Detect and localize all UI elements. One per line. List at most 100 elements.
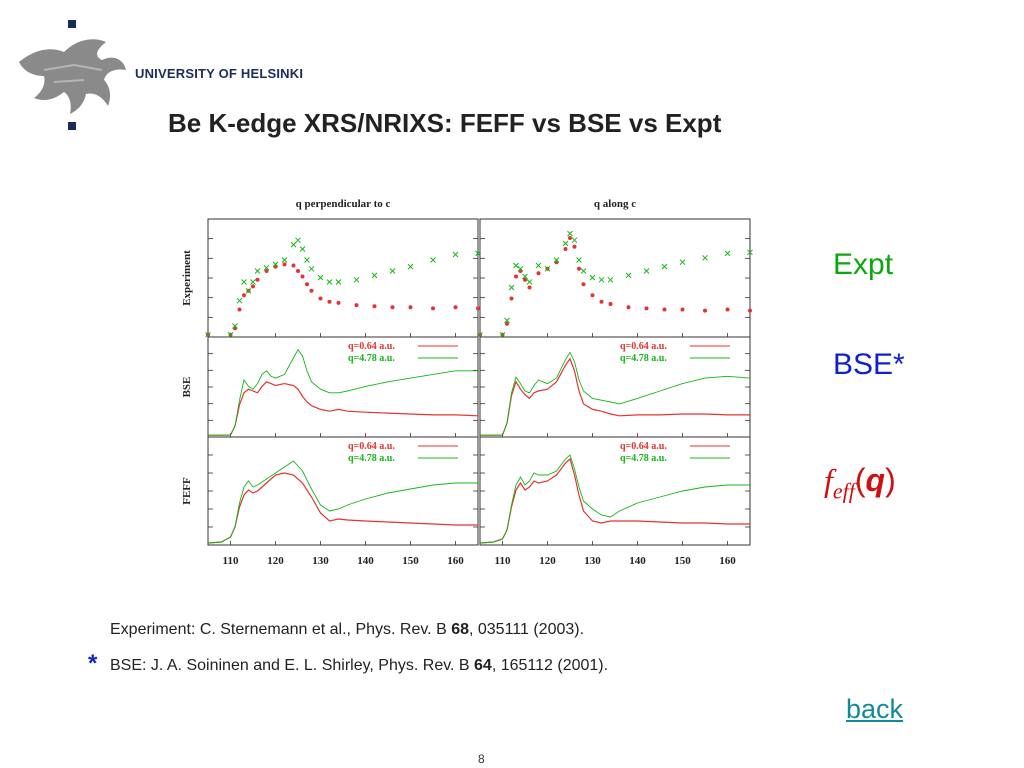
panel-frame bbox=[207, 218, 479, 338]
series-line bbox=[207, 472, 478, 544]
ref1-volume: 68 bbox=[451, 621, 469, 638]
data-point bbox=[236, 297, 243, 304]
column-title: q perpendicular to c bbox=[296, 198, 391, 210]
legend-label: q=0.64 a.u. bbox=[348, 341, 395, 352]
feff-label: feff(q) bbox=[824, 462, 896, 504]
x-tick-label: 160 bbox=[719, 555, 736, 567]
ref2-prefix: BSE: J. A. Soininen and E. L. Shirley, P… bbox=[110, 657, 475, 674]
data-point bbox=[281, 257, 288, 263]
data-point bbox=[309, 288, 314, 293]
ref1-suffix: , 035111 (2003). bbox=[468, 621, 585, 638]
legend-label: q=4.78 a.u. bbox=[620, 453, 667, 464]
data-point bbox=[680, 307, 685, 312]
x-tick-label: 120 bbox=[539, 555, 556, 567]
series-line bbox=[208, 381, 479, 436]
feff-paren-close: ) bbox=[885, 462, 896, 498]
data-point bbox=[232, 323, 238, 329]
series-line bbox=[479, 457, 750, 544]
reference-bse: BSE: J. A. Soininen and E. L. Shirley, P… bbox=[110, 657, 608, 675]
data-point bbox=[317, 274, 324, 281]
data-point bbox=[535, 262, 542, 269]
x-tick-label: 150 bbox=[402, 555, 419, 567]
data-point bbox=[227, 331, 234, 338]
series-line bbox=[208, 348, 478, 436]
data-point bbox=[563, 247, 568, 251]
data-point bbox=[607, 276, 614, 283]
data-point bbox=[508, 284, 515, 291]
legend-label: q=0.64 a.u. bbox=[348, 441, 395, 452]
x-tick-label: 160 bbox=[447, 555, 464, 567]
data-point bbox=[625, 272, 632, 279]
x-tick-label: 110 bbox=[495, 555, 511, 567]
data-point bbox=[517, 265, 524, 272]
data-point bbox=[476, 306, 480, 311]
reference-star: * bbox=[88, 650, 98, 677]
data-point bbox=[505, 321, 509, 326]
x-tick-label: 130 bbox=[584, 555, 601, 567]
data-point bbox=[643, 268, 650, 274]
data-point bbox=[250, 279, 256, 285]
column-title: q along c bbox=[594, 198, 636, 210]
data-point bbox=[241, 279, 247, 285]
data-point bbox=[499, 331, 506, 338]
data-point bbox=[702, 254, 708, 261]
data-point bbox=[703, 308, 707, 313]
data-point bbox=[580, 268, 587, 274]
feff-paren-open: ( bbox=[854, 462, 866, 498]
data-point bbox=[576, 257, 582, 263]
panel-frame bbox=[479, 336, 751, 438]
spectra-figure: q perpendicular to c q along c Experiment B… bbox=[176, 187, 760, 585]
data-point bbox=[724, 250, 731, 257]
data-point bbox=[452, 251, 459, 258]
ref1-prefix: Experiment: C. Sternemann et al., Phys. … bbox=[110, 621, 452, 638]
back-link[interactable]: back bbox=[846, 694, 904, 724]
x-tick-label: 150 bbox=[674, 555, 691, 567]
data-point bbox=[353, 276, 360, 283]
data-point bbox=[390, 305, 395, 310]
data-point bbox=[326, 279, 333, 285]
data-point bbox=[336, 300, 341, 305]
data-point bbox=[568, 236, 572, 240]
data-point bbox=[590, 293, 595, 298]
data-point bbox=[205, 331, 211, 338]
ref2-volume: 64 bbox=[474, 657, 492, 674]
x-tick-label: 140 bbox=[629, 555, 646, 567]
data-point bbox=[295, 237, 301, 244]
data-point bbox=[304, 257, 310, 263]
data-point bbox=[577, 266, 581, 271]
series-line bbox=[480, 357, 750, 436]
institution-name: UNIVERSITY OF HELSINKI bbox=[135, 66, 304, 81]
series-line bbox=[480, 351, 751, 436]
legend-label: q=4.78 a.u. bbox=[348, 453, 395, 464]
data-point bbox=[335, 279, 342, 285]
data-point bbox=[408, 305, 413, 310]
data-point bbox=[371, 272, 378, 279]
x-tick-label: 110 bbox=[223, 555, 239, 567]
data-point bbox=[661, 263, 668, 270]
data-point bbox=[522, 273, 528, 280]
data-point bbox=[475, 250, 481, 257]
data-point bbox=[431, 306, 435, 311]
helsinki-seal-icon bbox=[19, 20, 126, 130]
data-point bbox=[407, 263, 414, 270]
x-tick-label: 140 bbox=[357, 555, 374, 567]
data-point bbox=[389, 268, 396, 274]
data-point bbox=[264, 269, 269, 273]
data-point bbox=[255, 277, 260, 282]
university-logo bbox=[14, 10, 134, 140]
data-point bbox=[453, 305, 458, 310]
expt-label: Expt bbox=[833, 248, 894, 281]
x-tick-label: 130 bbox=[312, 555, 329, 567]
data-point bbox=[242, 293, 246, 298]
data-point bbox=[598, 276, 605, 283]
data-point bbox=[354, 303, 359, 308]
data-point bbox=[725, 307, 730, 312]
series-line bbox=[207, 460, 478, 544]
data-point bbox=[272, 261, 279, 268]
data-point bbox=[536, 271, 541, 276]
data-point bbox=[523, 277, 527, 282]
series-line bbox=[479, 454, 750, 544]
spectra-chart: q perpendicular to c q along c Experiment B… bbox=[181, 198, 753, 567]
legend-label: q=0.64 a.u. bbox=[620, 341, 667, 352]
data-point bbox=[254, 268, 261, 274]
